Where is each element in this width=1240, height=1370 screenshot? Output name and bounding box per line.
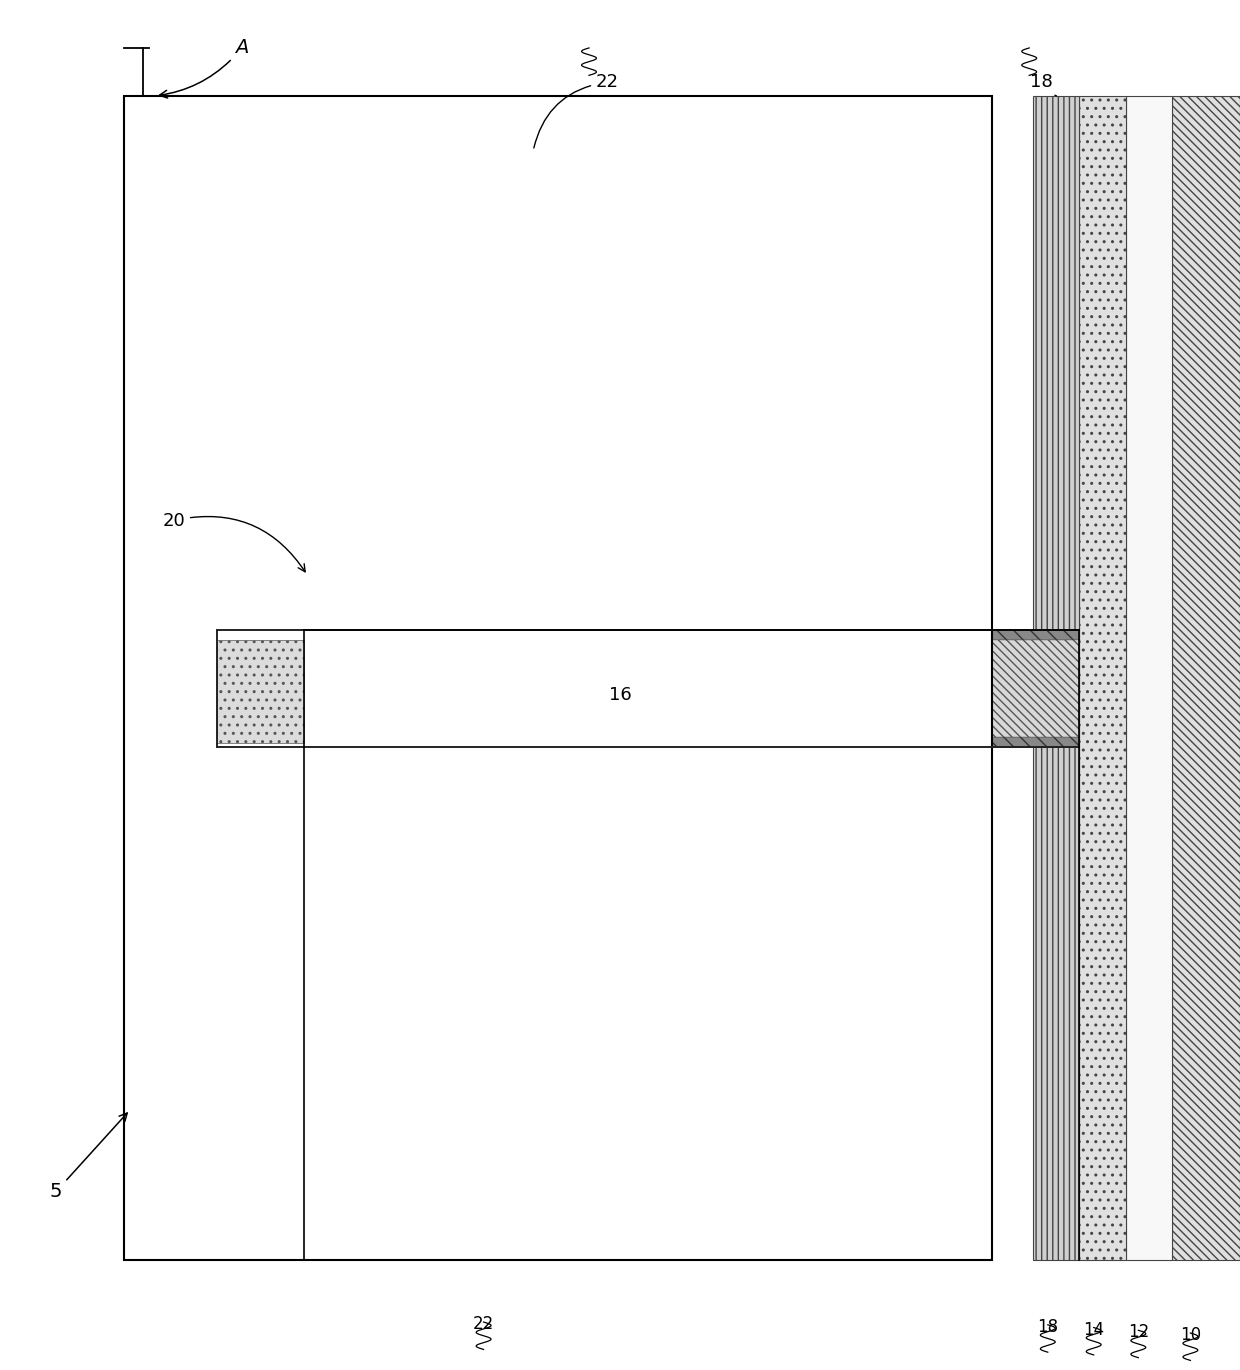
- Text: 20: 20: [162, 511, 305, 571]
- Bar: [217, 630, 1079, 747]
- Text: A: A: [160, 38, 248, 99]
- Bar: [1033, 96, 1079, 1260]
- Bar: [1172, 96, 1240, 1260]
- Text: 14: 14: [1083, 1321, 1105, 1338]
- Text: 12: 12: [1127, 1323, 1149, 1341]
- Bar: [217, 630, 1079, 640]
- Bar: [1079, 96, 1126, 1260]
- Bar: [217, 640, 1079, 737]
- Text: 18: 18: [1030, 73, 1056, 96]
- Text: 10: 10: [1179, 1326, 1202, 1344]
- Text: 16: 16: [609, 685, 631, 704]
- Text: 18: 18: [1037, 1318, 1059, 1336]
- Bar: [217, 737, 1079, 747]
- Text: 22: 22: [534, 73, 619, 148]
- Text: 22: 22: [472, 1315, 495, 1333]
- Bar: [124, 96, 992, 1260]
- Text: 5: 5: [50, 1112, 128, 1201]
- Bar: [1126, 96, 1172, 1260]
- Bar: [217, 640, 304, 743]
